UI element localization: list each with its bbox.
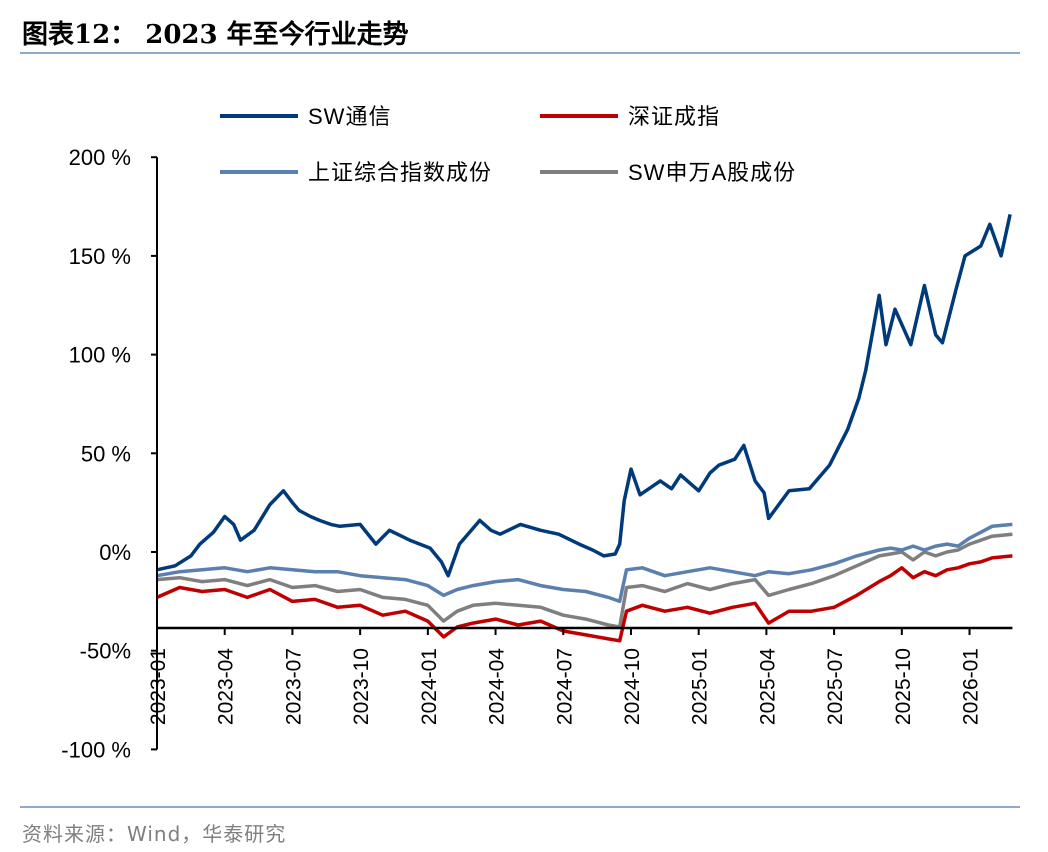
footer-divider: [20, 806, 1020, 808]
source-note: 资料来源：Wind，华泰研究: [22, 822, 287, 846]
y-tick-label: 100 %: [69, 343, 131, 368]
y-tick-label: -100 %: [61, 737, 131, 762]
x-tick-label: 2023-04: [215, 648, 238, 725]
legend-label: SW申万A股成份: [628, 160, 796, 185]
legend-item: 深证成指: [540, 104, 720, 129]
series-line-3: [156, 532, 1013, 629]
legend-item: 上证综合指数成份: [220, 160, 492, 185]
x-tick-label: 2025-04: [756, 648, 779, 725]
legend-item: SW申万A股成份: [540, 160, 796, 185]
x-tick-label: 2024-01: [418, 648, 441, 725]
legend-label: 上证综合指数成份: [308, 160, 492, 185]
y-tick-label: 50 %: [81, 441, 131, 466]
figure-title: 图表12： 2023 年至今行业走势: [22, 20, 409, 50]
x-tick-label: 2026-01: [960, 648, 983, 725]
x-tick-label: 2025-10: [892, 648, 915, 725]
x-tick-label: 2024-04: [486, 648, 509, 725]
series-line-2: [156, 522, 1013, 604]
y-tick-label: 150 %: [69, 244, 131, 269]
x-tick-label: 2024-07: [553, 648, 576, 725]
x-tick-label: 2023-07: [282, 648, 305, 725]
y-tick-label: 200 %: [69, 145, 131, 170]
x-tick-label: 2023-10: [350, 648, 373, 725]
y-tick-label: -50%: [80, 639, 131, 664]
y-tick-label: 0%: [99, 540, 131, 565]
series-line-0: [156, 214, 1012, 578]
title-divider: [20, 52, 1020, 54]
x-tick-label: 2023-01: [147, 648, 170, 725]
x-tick-label: 2025-01: [689, 648, 712, 725]
legend-label: SW通信: [308, 104, 391, 129]
x-tick-label: 2024-10: [621, 648, 644, 725]
legend-label: 深证成指: [628, 104, 720, 129]
series-line-1: [156, 554, 1013, 643]
legend-item: SW通信: [220, 104, 391, 129]
x-tick-label: 2025-07: [824, 648, 847, 725]
